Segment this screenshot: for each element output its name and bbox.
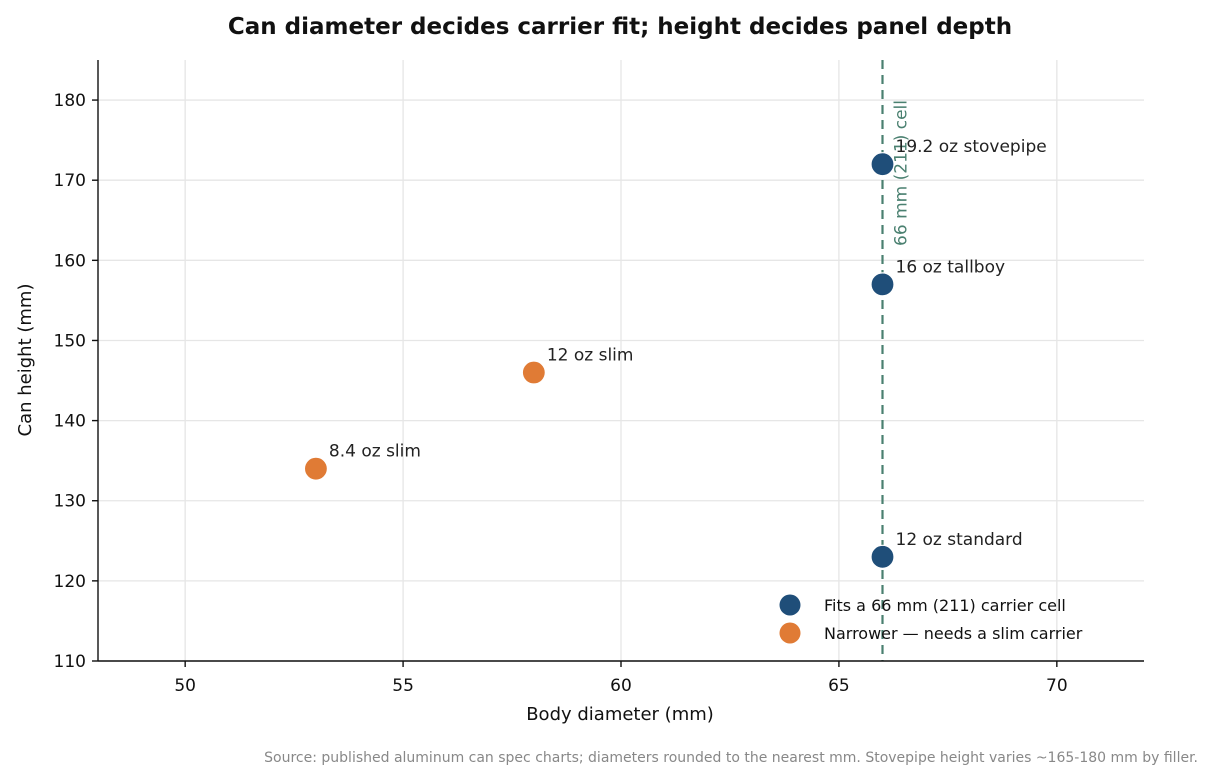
legend-marker [779,594,801,616]
chart-title: Can diameter decides carrier fit; height… [228,14,1012,40]
y-tick-label: 120 [54,572,86,592]
x-tick-label: 70 [1046,676,1068,696]
legend: Fits a 66 mm (211) carrier cell Narrower … [779,594,1083,644]
data-point [521,360,546,385]
y-tick-label: 110 [54,652,86,672]
y-tick-label: 140 [54,412,86,432]
x-tick-label: 55 [392,676,414,696]
y-tick-label: 130 [54,492,86,512]
data-point [870,272,895,297]
point-label: 19.2 oz stovepipe [896,137,1047,157]
source-note: Source: published aluminum can spec char… [264,750,1198,766]
data-points: 12 oz standard 16 oz tallboy 19.2 oz stove… [303,137,1047,569]
x-tick-label: 50 [174,676,196,696]
data-point [303,456,329,481]
y-tick-label: 150 [54,331,86,351]
axes: 50 55 60 65 70 110 120 130 140 150 160 170 180 [54,60,1144,696]
data-point [870,152,895,177]
y-tick-label: 170 [54,171,86,191]
y-tick-label: 160 [54,251,86,271]
y-tick-label: 180 [54,91,86,111]
legend-label: Narrower — needs a slim carrier [824,624,1083,643]
data-point [870,544,895,569]
point-label: 8.4 oz slim [329,442,421,462]
reference-line-label: 66 mm (211) cell [892,100,912,246]
legend-marker [779,622,801,644]
y-axis-label: Can height (mm) [15,284,36,437]
x-tick-label: 60 [610,676,632,696]
legend-label: Fits a 66 mm (211) carrier cell [824,596,1066,615]
point-label: 16 oz tallboy [896,257,1006,277]
x-tick-label: 65 [828,676,850,696]
point-label: 12 oz standard [896,530,1023,550]
x-axis-label: Body diameter (mm) [526,704,714,725]
point-label: 12 oz slim [547,346,634,366]
